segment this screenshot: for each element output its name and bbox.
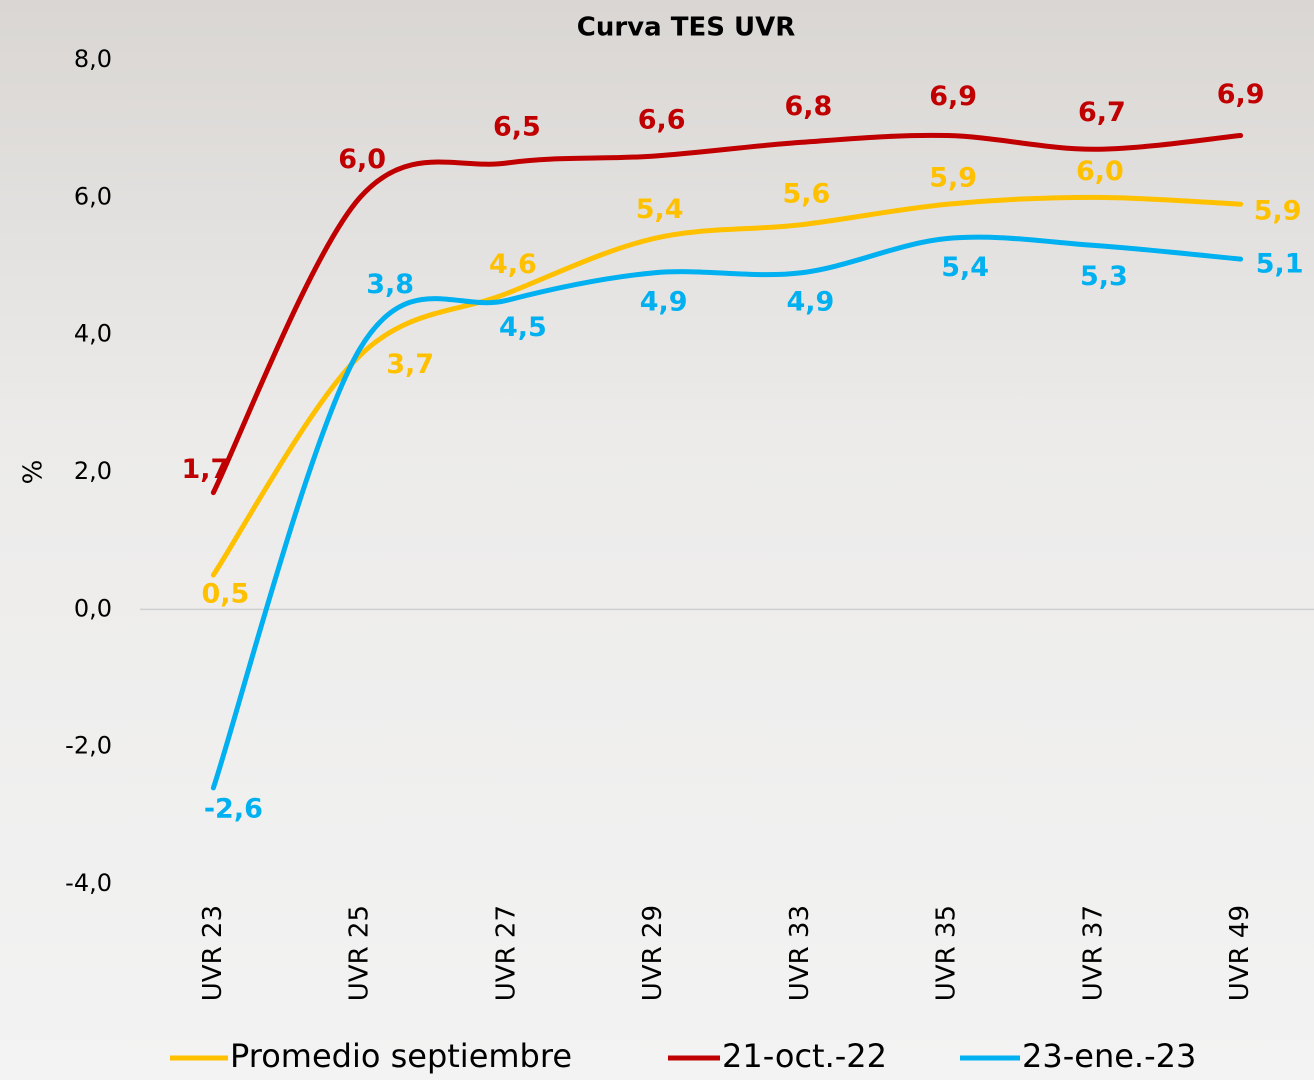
data-label: 1,7 bbox=[181, 454, 229, 485]
chart-title: Curva TES UVR bbox=[577, 13, 796, 43]
data-label: 5,1 bbox=[1256, 249, 1304, 280]
data-label: 5,9 bbox=[1254, 196, 1302, 227]
data-label: 6,8 bbox=[784, 91, 832, 122]
legend-label: 21-oct.-22 bbox=[722, 1037, 887, 1075]
y-tick-label: 0,0 bbox=[74, 594, 112, 622]
y-axis-label: % bbox=[19, 460, 49, 485]
legend-label: Promedio septiembre bbox=[230, 1037, 572, 1075]
data-label: 5,4 bbox=[941, 252, 989, 283]
data-label: 6,5 bbox=[493, 112, 541, 143]
x-tick-label: UVR 35 bbox=[932, 905, 962, 1001]
data-label: 5,4 bbox=[636, 194, 684, 225]
data-label: 6,0 bbox=[1076, 156, 1124, 187]
data-label: 4,9 bbox=[786, 286, 834, 317]
data-label: 4,6 bbox=[489, 249, 537, 280]
data-label: 5,6 bbox=[782, 178, 830, 209]
x-tick-label: UVR 49 bbox=[1225, 905, 1255, 1001]
data-label: 0,5 bbox=[201, 579, 249, 610]
line bbox=[210, 132, 1244, 496]
data-label: 6,0 bbox=[338, 144, 386, 175]
data-label: 4,9 bbox=[640, 286, 688, 317]
y-tick-label: 2,0 bbox=[74, 457, 112, 485]
data-label: 5,9 bbox=[929, 163, 977, 194]
line bbox=[210, 234, 1244, 791]
y-tick-label: 8,0 bbox=[74, 45, 112, 73]
data-label: 6,6 bbox=[638, 105, 686, 136]
y-tick-label: 4,0 bbox=[74, 320, 112, 348]
x-tick-label: UVR 29 bbox=[638, 905, 668, 1001]
line bbox=[210, 194, 1244, 578]
x-tick-label: UVR 25 bbox=[345, 905, 375, 1001]
data-label: 5,3 bbox=[1080, 261, 1128, 292]
y-tick-label: -2,0 bbox=[65, 732, 112, 760]
legend-label: 23-ene.-23 bbox=[1022, 1037, 1196, 1075]
data-label: 4,5 bbox=[499, 312, 547, 343]
x-tick-label: UVR 27 bbox=[491, 905, 521, 1001]
x-tick-label: UVR 23 bbox=[198, 905, 228, 1001]
data-label: 6,9 bbox=[1217, 79, 1265, 110]
data-label: -2,6 bbox=[204, 793, 263, 824]
data-label: 6,7 bbox=[1078, 97, 1126, 128]
data-label: 3,7 bbox=[386, 349, 434, 380]
data-label: 3,8 bbox=[366, 269, 414, 300]
x-tick-label: UVR 37 bbox=[1078, 905, 1108, 1001]
y-tick-label: 6,0 bbox=[74, 182, 112, 210]
x-tick-label: UVR 33 bbox=[785, 905, 815, 1001]
y-tick-label: -4,0 bbox=[65, 869, 112, 897]
data-label: 6,9 bbox=[929, 81, 977, 112]
